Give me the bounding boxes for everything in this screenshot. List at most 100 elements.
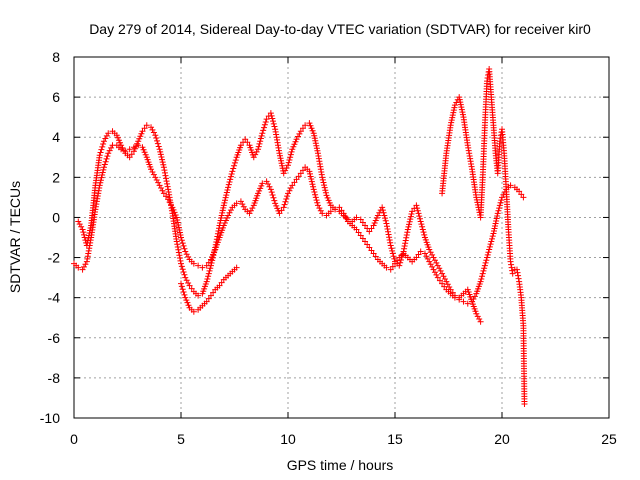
data-point bbox=[357, 232, 364, 239]
data-point bbox=[120, 147, 127, 154]
data-point bbox=[405, 223, 412, 230]
data-point bbox=[387, 266, 394, 273]
data-point bbox=[183, 277, 190, 284]
data-point bbox=[459, 109, 466, 116]
data-point bbox=[220, 202, 227, 209]
data-point bbox=[175, 246, 182, 253]
data-point bbox=[448, 117, 455, 124]
data-point bbox=[227, 173, 234, 180]
data-point bbox=[521, 400, 528, 407]
data-point bbox=[185, 253, 192, 260]
data-point bbox=[476, 316, 483, 323]
data-point bbox=[312, 140, 319, 147]
data-point bbox=[402, 237, 409, 244]
data-point bbox=[225, 212, 232, 219]
data-point bbox=[185, 302, 192, 309]
data-point bbox=[312, 194, 319, 201]
data-point bbox=[383, 264, 390, 271]
data-point bbox=[285, 190, 291, 197]
data-point bbox=[280, 204, 287, 211]
data-point bbox=[203, 298, 210, 305]
data-point bbox=[385, 231, 392, 238]
y-tick-label: -8 bbox=[48, 370, 61, 386]
data-point bbox=[310, 183, 317, 190]
data-point bbox=[353, 214, 360, 221]
data-point bbox=[182, 248, 189, 255]
data-point bbox=[209, 257, 216, 264]
x-tick-label: 20 bbox=[494, 431, 510, 447]
data-point bbox=[433, 271, 440, 278]
data-point bbox=[286, 187, 293, 194]
data-point bbox=[485, 249, 492, 256]
data-point bbox=[431, 257, 438, 264]
data-point bbox=[227, 176, 234, 183]
data-point bbox=[508, 261, 515, 268]
data-point bbox=[490, 227, 497, 234]
data-point bbox=[183, 297, 190, 304]
data-point bbox=[214, 233, 221, 240]
plot-frame bbox=[73, 56, 610, 419]
data-point bbox=[219, 209, 226, 216]
data-point bbox=[516, 188, 523, 195]
data-point bbox=[456, 96, 463, 103]
data-point bbox=[160, 161, 167, 168]
data-point bbox=[270, 118, 277, 125]
data-point bbox=[224, 186, 231, 193]
data-point bbox=[176, 255, 183, 262]
data-point bbox=[100, 141, 107, 148]
data-point bbox=[224, 214, 231, 221]
data-point bbox=[307, 173, 314, 180]
data-point bbox=[283, 164, 290, 171]
data-point bbox=[322, 189, 329, 196]
data-point bbox=[429, 263, 436, 270]
data-point bbox=[285, 159, 292, 166]
data-point bbox=[98, 174, 105, 181]
data-point bbox=[286, 156, 293, 163]
data-point bbox=[102, 135, 109, 142]
data-point bbox=[353, 226, 360, 233]
data-point bbox=[456, 94, 463, 101]
data-point bbox=[115, 137, 122, 144]
y-tick-label: -4 bbox=[48, 290, 61, 306]
data-point bbox=[157, 148, 164, 155]
data-point bbox=[209, 254, 216, 261]
data-point bbox=[307, 170, 314, 177]
data-point bbox=[100, 138, 107, 145]
data-point bbox=[178, 260, 184, 267]
data-point bbox=[80, 229, 87, 236]
data-point bbox=[162, 172, 169, 179]
data-point bbox=[386, 237, 393, 244]
y-tick-label: 0 bbox=[52, 209, 60, 225]
data-point bbox=[389, 250, 396, 257]
data-point bbox=[406, 221, 413, 228]
data-point bbox=[278, 160, 285, 167]
data-point bbox=[320, 179, 327, 186]
data-point bbox=[101, 161, 108, 168]
data-point bbox=[313, 142, 320, 149]
data-point bbox=[429, 251, 436, 258]
data-point bbox=[270, 120, 277, 127]
data-point bbox=[119, 144, 126, 151]
data-point bbox=[327, 208, 334, 215]
data-point bbox=[205, 273, 212, 280]
data-point bbox=[370, 222, 377, 229]
data-point bbox=[179, 266, 186, 273]
y-tick-labels: -10 -8 -6 -4 -2 0 2 4 6 8 bbox=[40, 49, 60, 426]
data-point bbox=[496, 202, 503, 209]
data-point bbox=[255, 143, 262, 150]
data-point bbox=[242, 136, 249, 143]
data-point bbox=[163, 193, 170, 200]
data-point bbox=[252, 151, 259, 158]
data-point bbox=[281, 201, 288, 208]
series-2 bbox=[75, 110, 484, 325]
data-point bbox=[103, 155, 110, 162]
data-point bbox=[293, 176, 300, 183]
data-point bbox=[426, 258, 433, 265]
data-point bbox=[319, 176, 326, 183]
y-tick-label: 8 bbox=[52, 49, 60, 65]
y-tick-label: -6 bbox=[48, 330, 61, 346]
data-point bbox=[152, 174, 159, 181]
data-point bbox=[450, 109, 457, 116]
data-point bbox=[155, 179, 162, 186]
data-point bbox=[99, 172, 106, 179]
